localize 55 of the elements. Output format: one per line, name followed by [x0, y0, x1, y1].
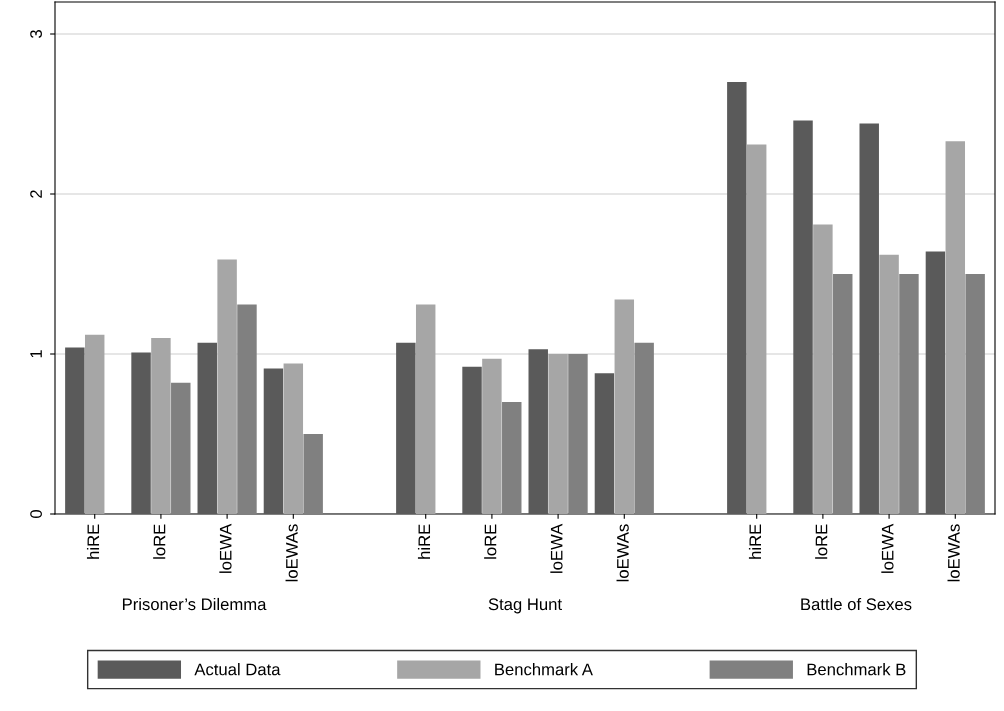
bar [879, 254, 899, 514]
y-tick-label: 1 [30, 350, 42, 358]
bar [502, 402, 522, 514]
x-tick-label: loEWA [550, 523, 563, 573]
bar [965, 274, 985, 514]
y-tick-label: 0 [30, 510, 42, 518]
legend-label: Benchmark B [807, 663, 906, 676]
bar [793, 120, 813, 514]
x-tick-label: hiRE [86, 524, 100, 559]
x-tick-label: loEWAs [616, 524, 629, 582]
bar [197, 342, 217, 514]
legend-label: Benchmark A [495, 663, 593, 676]
x-tick-label: loEWAs [947, 524, 960, 582]
text: Prisoner’s Dilemma [122, 597, 267, 611]
bar [131, 352, 151, 514]
bar [945, 141, 966, 514]
text: Stag Hunt [488, 598, 562, 614]
bar [568, 354, 588, 514]
bar [151, 338, 171, 514]
bar [237, 304, 257, 514]
bar [859, 123, 879, 514]
bar [396, 342, 416, 514]
bar [65, 347, 85, 514]
bar [171, 382, 191, 514]
x-tick-label: loRE [153, 524, 166, 559]
x-tick-label: loEWA [881, 523, 894, 573]
bar [833, 274, 853, 514]
x-tick-label: hiRE [748, 524, 761, 559]
x-tick-label: loRE [815, 524, 828, 559]
bar [415, 304, 436, 514]
bar [746, 144, 767, 514]
x-tick-label: loEWAs [285, 524, 298, 582]
bar [283, 363, 304, 514]
x-tick-label: loEWA [219, 523, 232, 573]
bar [925, 251, 946, 514]
legend-label: Actual Data [194, 663, 281, 676]
bar [462, 366, 482, 514]
bar [84, 334, 105, 514]
bar [634, 342, 654, 514]
bar [727, 82, 747, 514]
text: Battle of Sexes [801, 597, 912, 611]
bar [594, 373, 615, 514]
y-tick-label: 2 [30, 190, 42, 198]
bar [217, 259, 237, 514]
bar [548, 354, 568, 514]
x-tick-label: loRE [484, 524, 497, 559]
bar [813, 224, 833, 514]
x-tick-label: hiRE [417, 524, 431, 559]
bar [614, 299, 635, 514]
bar [303, 434, 323, 514]
bar [482, 358, 502, 514]
y-tick-label: 3 [30, 30, 42, 38]
bar [899, 274, 919, 514]
bar [263, 368, 284, 514]
bar [528, 349, 548, 514]
